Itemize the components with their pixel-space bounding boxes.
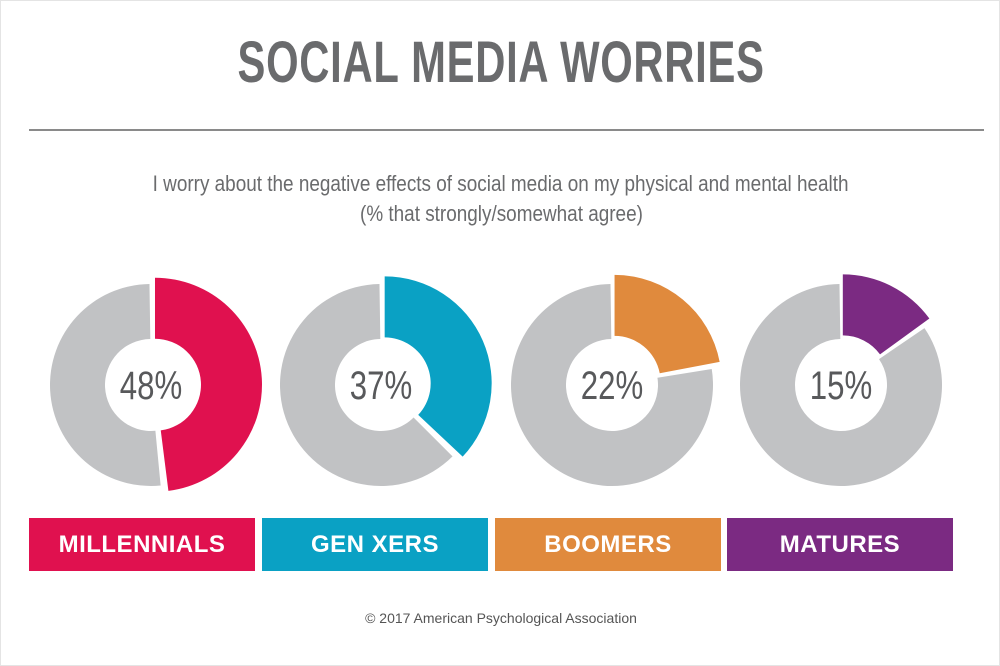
- donut-gen-xers: 37%: [279, 276, 492, 486]
- label-gen-xers: GEN XERS: [262, 518, 488, 571]
- donut-value-segment: [384, 276, 492, 457]
- donut-value-label: 15%: [810, 363, 872, 408]
- chart-title: SOCIAL MEDIA WORRIES: [1, 29, 999, 96]
- donut-millennials: 48%: [50, 277, 262, 491]
- donut-value-label: 22%: [581, 363, 643, 408]
- copyright-footer: © 2017 American Psychological Associatio…: [365, 610, 637, 626]
- donut-remainder-segment: [50, 284, 161, 486]
- donut-value-segment: [154, 277, 262, 491]
- label-matures: MATURES: [727, 518, 953, 571]
- donut-value-segment: [842, 274, 930, 355]
- chart-title-text: SOCIAL MEDIA WORRIES: [237, 30, 765, 95]
- donut-boomers: 22%: [511, 274, 720, 486]
- subtitle-line-2: (% that strongly/somewhat agree): [1, 201, 999, 227]
- donut-matures: 15%: [739, 274, 942, 487]
- donut-remainder-segment: [279, 284, 453, 486]
- donut-remainder-segment: [739, 284, 942, 487]
- subtitle-text-1: I worry about the negative effects of so…: [153, 171, 849, 196]
- label-boomers: BOOMERS: [495, 518, 721, 571]
- subtitle-text-2: (% that strongly/somewhat agree): [359, 201, 643, 226]
- donut-value-label: 48%: [120, 363, 182, 408]
- donut-value-segment: [614, 274, 720, 374]
- title-divider: [29, 129, 984, 131]
- donut-remainder-segment: [511, 284, 713, 486]
- subtitle-line-1: I worry about the negative effects of so…: [1, 171, 999, 197]
- donut-value-label: 37%: [350, 363, 412, 408]
- label-millennials: MILLENNIALS: [29, 518, 255, 571]
